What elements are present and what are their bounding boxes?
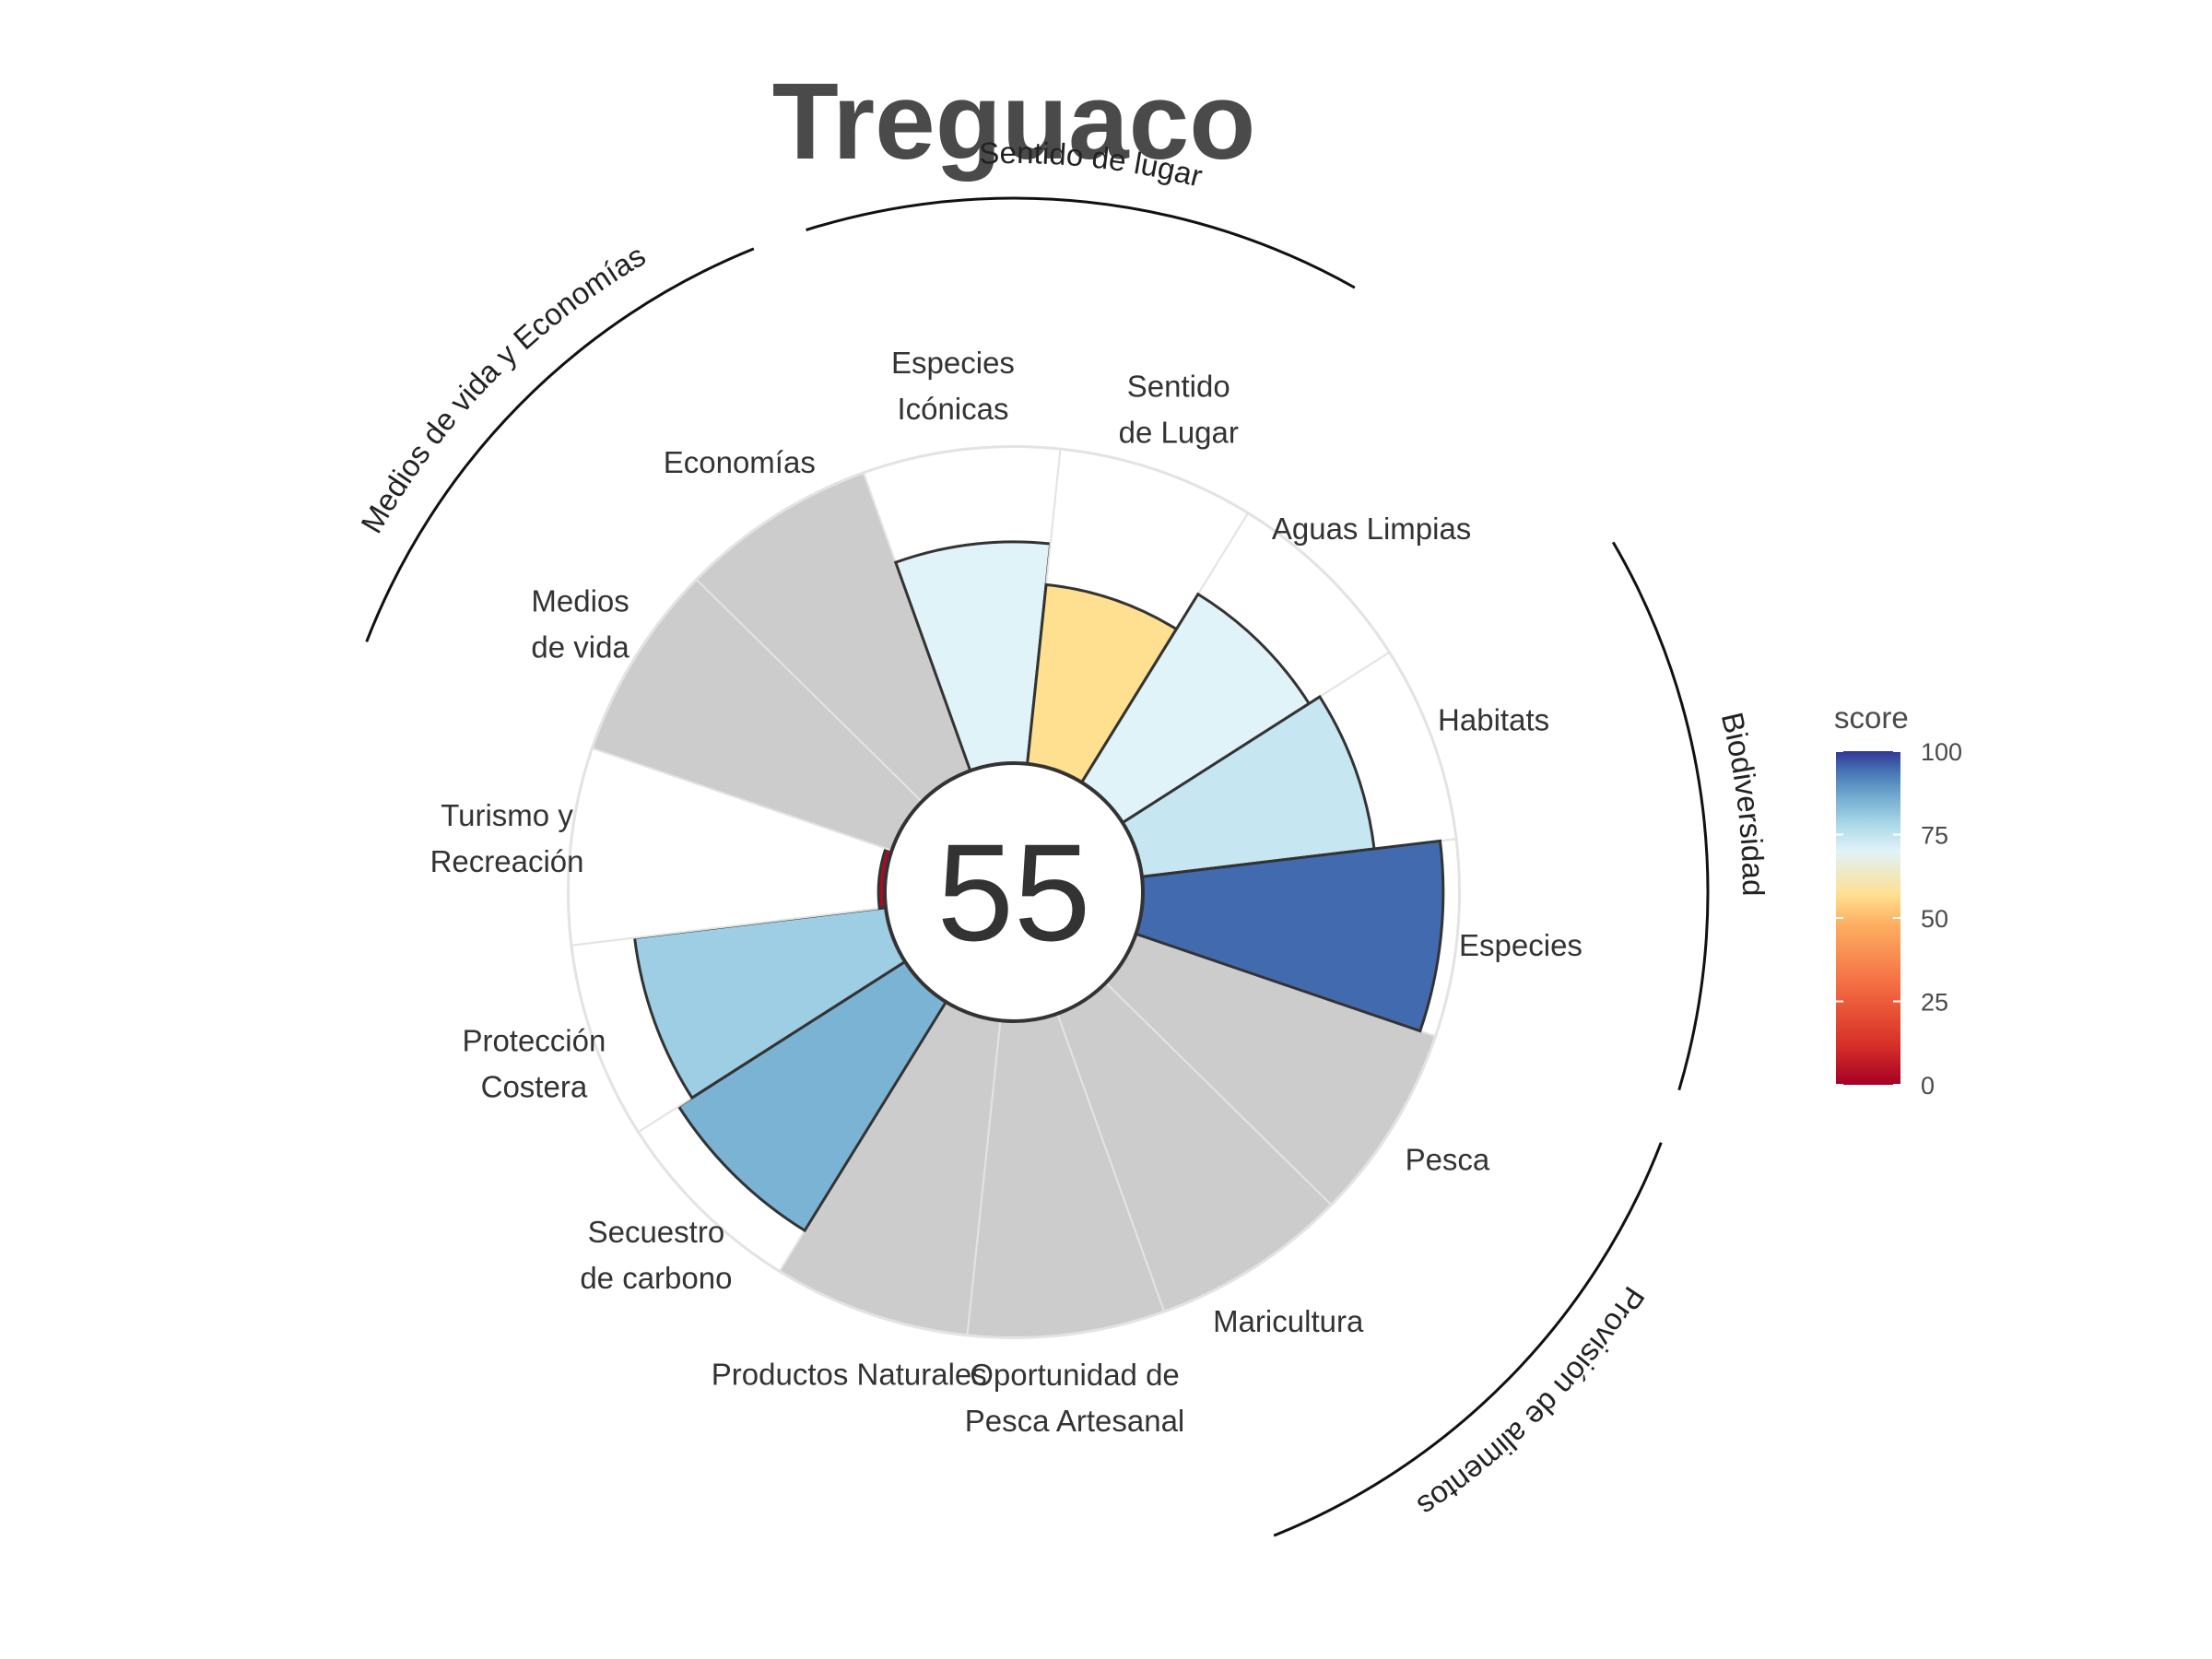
petal-label: Habitats (1438, 702, 1549, 736)
group-label: Sentido de lugar (979, 135, 1206, 194)
petal-label: Maricultura (1213, 1304, 1364, 1338)
petal-label: Productos Naturales (712, 1357, 987, 1391)
petal-label: Medios de vida (531, 583, 629, 664)
petal-label: Turismo y Recreación (430, 798, 584, 878)
petal-label: Especies Icónicas (891, 346, 1015, 426)
legend-colorbar (1836, 751, 1900, 1085)
group-label: Biodiversidad (1715, 709, 1771, 896)
legend-tick-label: 0 (1921, 1072, 1935, 1100)
legend-title: score (1834, 700, 1909, 735)
group-arc (1273, 1142, 1663, 1537)
center-circle (883, 761, 1145, 1023)
petal-label: Aguas Limpias (1272, 512, 1471, 546)
group-arc (806, 196, 1356, 289)
group-label: Provisión de alimentos (1412, 1281, 1652, 1524)
petal-label: Protección Costera (462, 1024, 606, 1104)
legend-tick-label: 50 (1921, 905, 1948, 933)
group-label: Medios de vida y Economías (354, 238, 651, 538)
chart-title: Treguaco (771, 61, 1256, 182)
legend-tick-label: 100 (1921, 738, 1962, 766)
legend-tick-label: 25 (1921, 989, 1948, 1017)
petal-label: Secuestro de carbono (580, 1215, 732, 1295)
petal-label: Economías (664, 445, 816, 479)
group-arc (1611, 541, 1710, 1091)
petal-label: Oportunidad de Pesca Artesanal (965, 1358, 1184, 1438)
petal-label: Especies (1459, 928, 1583, 962)
petal-layer (567, 445, 1461, 1339)
legend-tick-label: 75 (1921, 822, 1948, 850)
center-score: 55 (937, 815, 1091, 970)
petal-label: Pesca (1406, 1143, 1490, 1177)
petal-label: Sentido de Lugar (1119, 370, 1239, 450)
label-layer: Pesca Maricultura Oportunidad de Pesca Arte… (430, 346, 1583, 1438)
group-arc (365, 247, 755, 642)
legend: score 100 75 50 25 0 (1834, 700, 1962, 1100)
